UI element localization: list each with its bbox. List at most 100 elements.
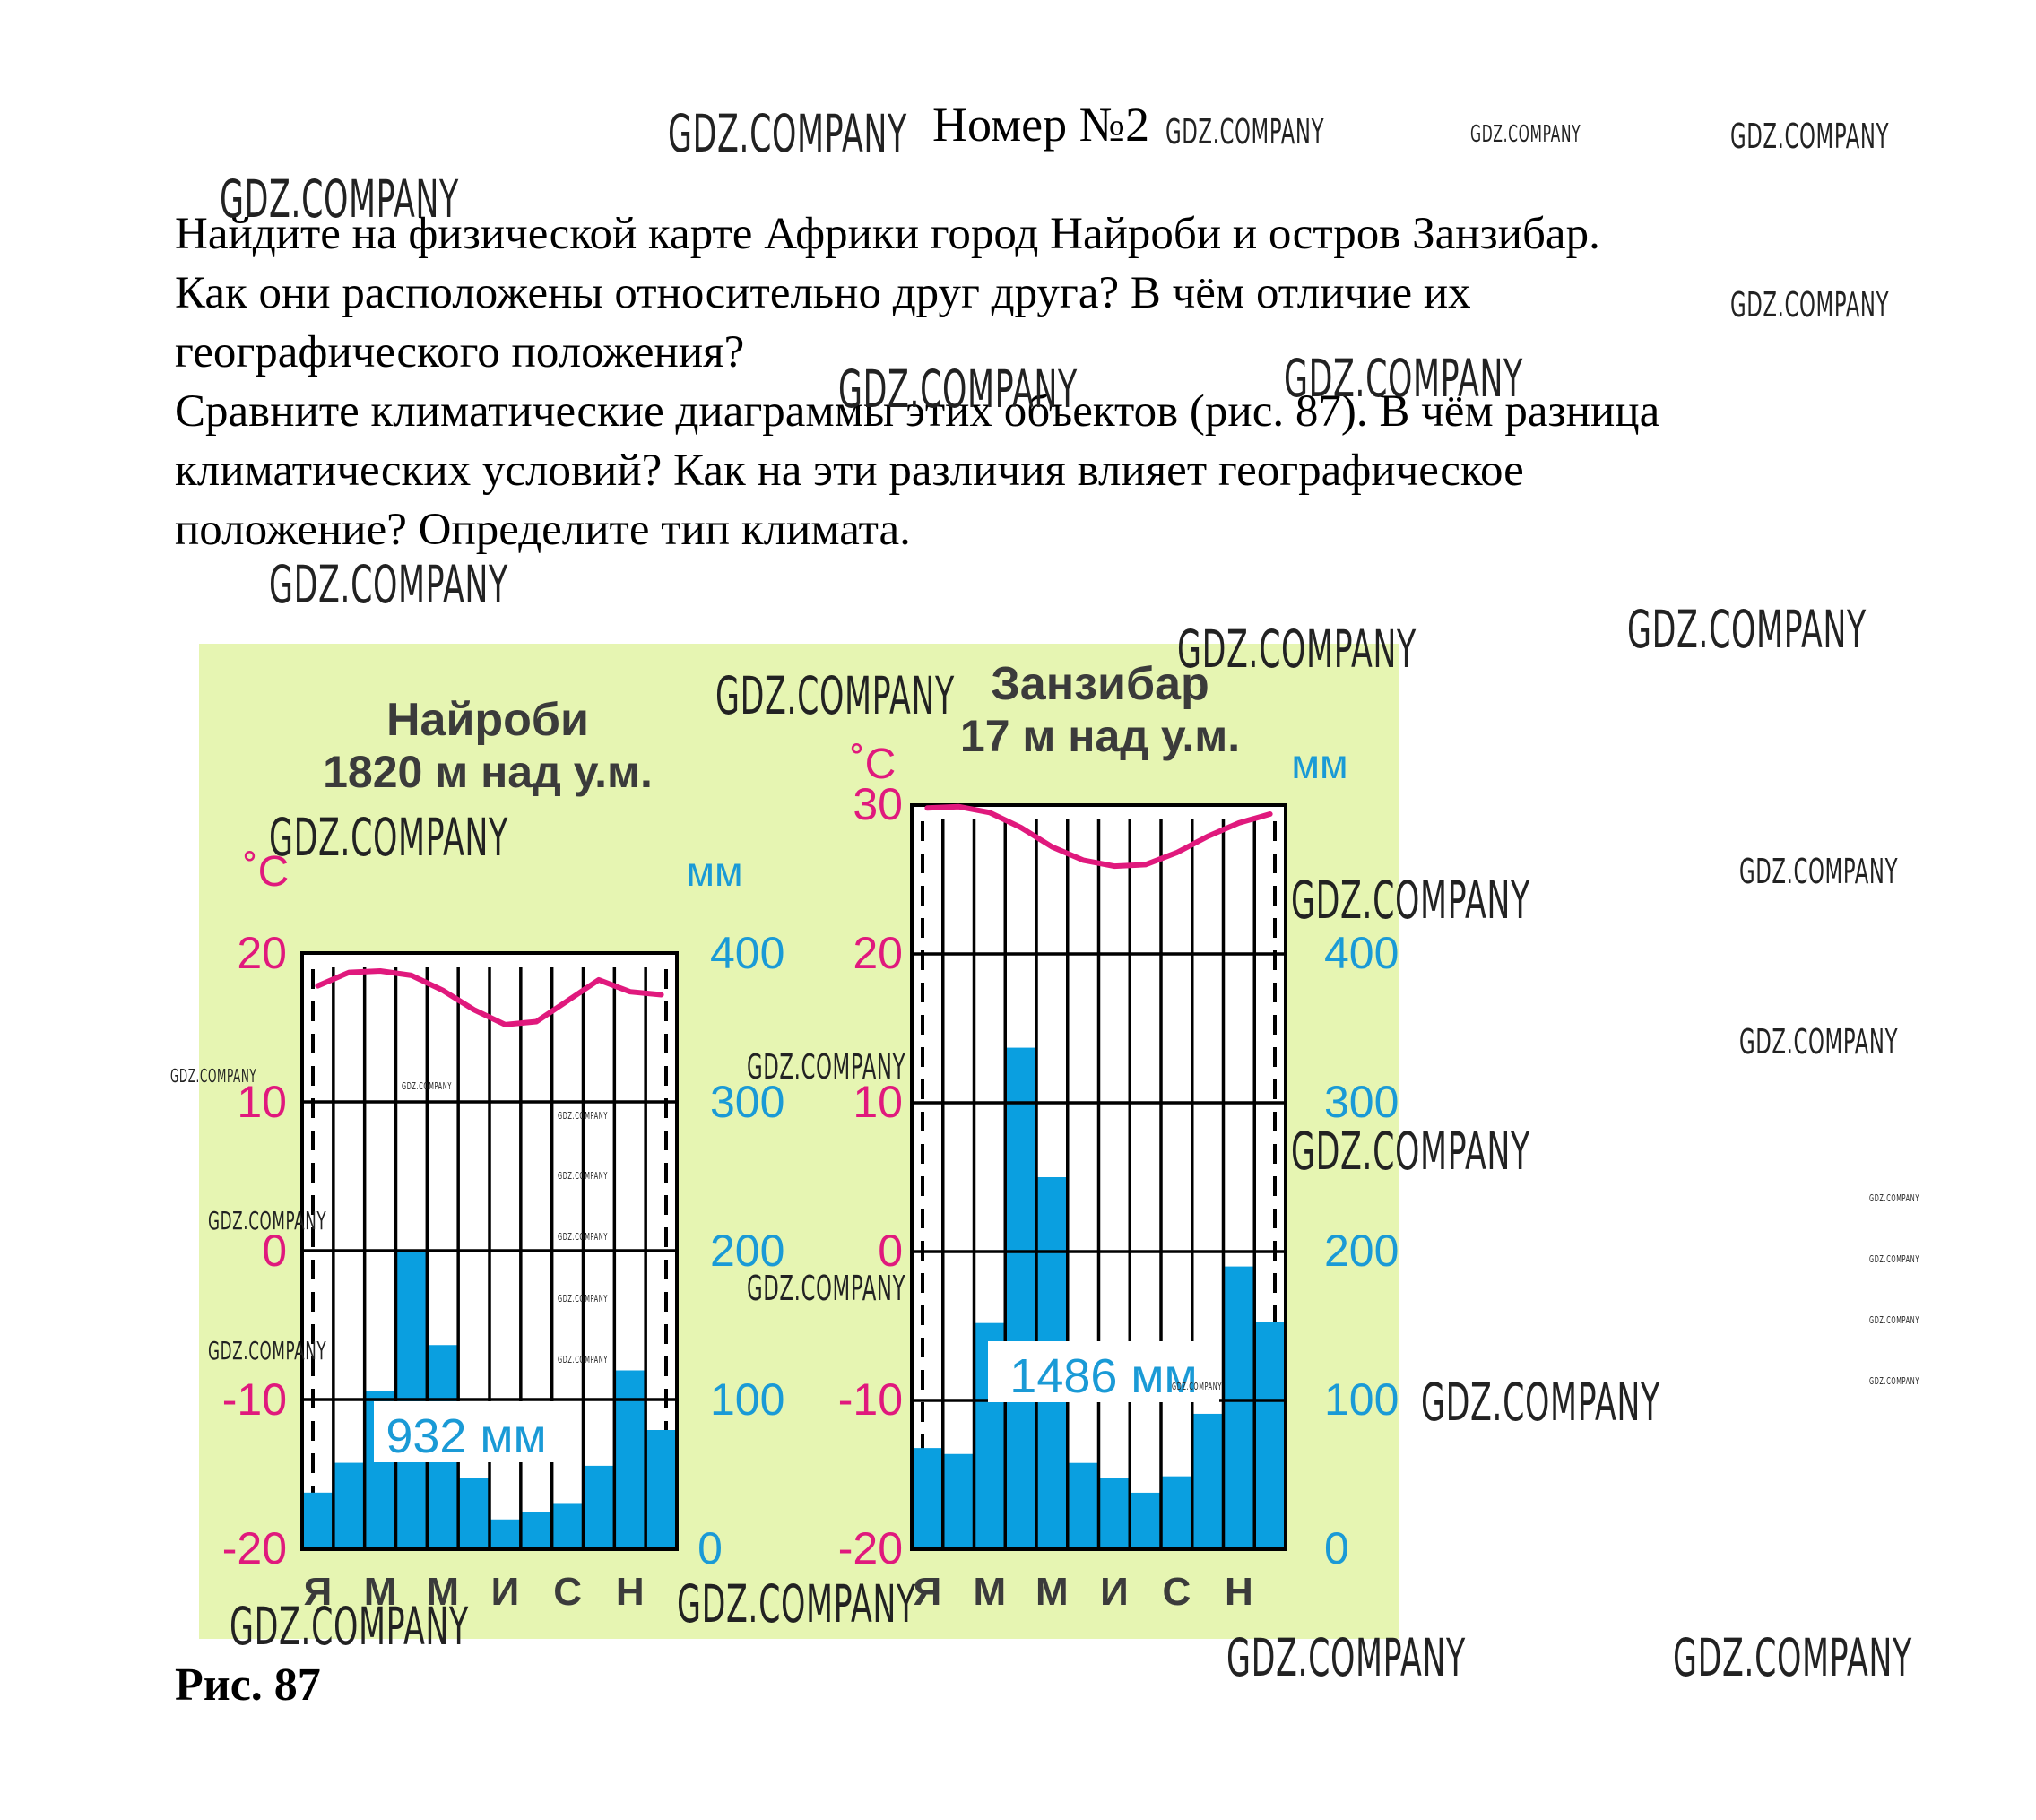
y-left-unit-label: ˚С <box>851 741 897 788</box>
watermark: GDZ.COMPANY <box>1284 348 1523 409</box>
task-line: климатических условий? Как на эти различ… <box>175 446 1524 496</box>
temperature-tick-label: -10 <box>838 1374 903 1425</box>
precipitation-tick-label: 100 <box>1324 1374 1399 1425</box>
watermark: GDZ.COMPANY <box>208 1206 327 1235</box>
task-line: Найдите на физической карте Африки город… <box>175 209 1600 259</box>
month-label: Н <box>1225 1570 1253 1614</box>
watermark: GDZ.COMPANY <box>170 1065 257 1087</box>
watermark: GDZ.COMPANY <box>269 807 508 868</box>
watermark: GDZ.COMPANY <box>558 1170 608 1182</box>
watermark: GDZ.COMPANY <box>558 1110 608 1122</box>
y-right-unit-label: мм <box>1291 741 1347 787</box>
precipitation-tick-label: 200 <box>710 1226 784 1276</box>
temperature-tick-label: 30 <box>853 779 903 829</box>
watermark: GDZ.COMPANY <box>715 665 955 726</box>
precipitation-tick-label: 300 <box>710 1077 784 1127</box>
precipitation-bar <box>333 1462 365 1549</box>
watermark: GDZ.COMPANY <box>838 359 1078 420</box>
figure-caption: Рис. 87 <box>175 1660 321 1711</box>
watermark: GDZ.COMPANY <box>677 1573 916 1634</box>
watermark: GDZ.COMPANY <box>747 1047 906 1087</box>
temperature-tick-label: -10 <box>222 1374 287 1425</box>
precipitation-tick-label: 400 <box>1324 928 1399 978</box>
watermark: GDZ.COMPANY <box>220 169 459 230</box>
precipitation-tick-label: 300 <box>1324 1077 1399 1127</box>
watermark: GDZ.COMPANY <box>230 1596 469 1657</box>
precipitation-bar <box>614 1370 646 1549</box>
precipitation-bar <box>912 1448 943 1549</box>
watermark: GDZ.COMPANY <box>1470 121 1581 148</box>
watermark: GDZ.COMPANY <box>1869 1314 1919 1326</box>
temperature-line <box>924 803 1273 870</box>
total-precipitation-label: 1486 мм <box>1009 1349 1197 1403</box>
precipitation-bar <box>1191 1413 1224 1549</box>
month-label: С <box>1162 1570 1191 1614</box>
watermark: GDZ.COMPANY <box>1627 599 1867 660</box>
precipitation-bar <box>1005 1047 1036 1549</box>
watermark: GDZ.COMPANY <box>208 1336 327 1365</box>
task-line: Сравните климатические диаграммы этих об… <box>175 386 1660 437</box>
total-label-box <box>374 1401 558 1462</box>
precipitation-bar <box>1254 1322 1286 1549</box>
precipitation-bar <box>1161 1476 1192 1549</box>
climate-figure: Найроби 1820 м над у.м. ˚С мм 20 10 0 -10 -20 400… <box>199 644 1399 1639</box>
precipitation-tick-label: 100 <box>710 1374 784 1425</box>
watermark: GDZ.COMPANY <box>1869 1375 1919 1387</box>
temperature-tick-label: 20 <box>237 928 287 978</box>
precipitation-bar <box>302 1492 334 1549</box>
plot-frame <box>300 951 679 1551</box>
total-precipitation-label: 932 мм <box>386 1409 546 1463</box>
precipitation-bar <box>1098 1478 1131 1549</box>
task-text: Найдите на физической карте Африки город… <box>175 204 1950 559</box>
month-label: М <box>364 1570 397 1614</box>
precipitation-bar <box>551 1503 584 1549</box>
plot-frame <box>910 803 1287 1551</box>
month-label: М <box>426 1570 459 1614</box>
month-label: Я <box>914 1570 942 1614</box>
watermark: GDZ.COMPANY <box>1291 1121 1530 1182</box>
chart-subtitle: 17 м над у.м. <box>960 711 1240 761</box>
watermark: GDZ.COMPANY <box>1177 619 1417 680</box>
precipitation-tick-label: 0 <box>1324 1523 1349 1573</box>
watermark: GDZ.COMPANY <box>747 1269 906 1308</box>
month-label: М <box>974 1570 1007 1614</box>
precipitation-bar <box>520 1512 552 1549</box>
watermark: GDZ.COMPANY <box>1226 1627 1466 1688</box>
watermark: GDZ.COMPANY <box>402 1080 452 1092</box>
precipitation-bar <box>645 1430 677 1549</box>
month-label: И <box>491 1570 520 1614</box>
watermark: GDZ.COMPANY <box>269 554 508 615</box>
y-right-unit-label: мм <box>686 848 742 895</box>
temperature-tick-label: 20 <box>853 928 903 978</box>
watermark: GDZ.COMPANY <box>1730 285 1890 325</box>
page-title: Номер №2 <box>932 98 1150 152</box>
temperature-tick-label: -20 <box>222 1523 287 1573</box>
watermark: GDZ.COMPANY <box>1421 1372 1660 1433</box>
chart-title: Найроби <box>386 694 589 746</box>
watermark: GDZ.COMPANY <box>1739 852 1899 891</box>
temperature-tick-label: 10 <box>237 1077 287 1127</box>
precipitation-bar <box>458 1478 490 1549</box>
watermark: GDZ.COMPANY <box>1291 870 1530 931</box>
month-label: С <box>553 1570 582 1614</box>
watermark: GDZ.COMPANY <box>1730 117 1890 156</box>
month-label: И <box>1100 1570 1129 1614</box>
task-line: географического положения? <box>175 327 745 377</box>
temperature-tick-label: 10 <box>853 1077 903 1127</box>
total-label-box <box>988 1341 1219 1402</box>
precipitation-bar <box>1130 1492 1161 1549</box>
watermark: GDZ.COMPANY <box>558 1293 608 1304</box>
precipitation-tick-label: 400 <box>710 928 784 978</box>
precipitation-bar <box>490 1519 521 1549</box>
watermark: GDZ.COMPANY <box>1172 1381 1222 1392</box>
month-label: Я <box>304 1570 333 1614</box>
precipitation-bar <box>1223 1266 1255 1549</box>
precipitation-tick-label: 200 <box>1324 1226 1399 1276</box>
y-left-unit-label: ˚С <box>244 848 290 896</box>
chart-subtitle: 1820 м над у.м. <box>323 747 653 797</box>
watermark: GDZ.COMPANY <box>668 103 907 164</box>
precipitation-tick-label: 0 <box>697 1523 723 1573</box>
precipitation-bar <box>1067 1462 1099 1549</box>
month-label: Н <box>616 1570 645 1614</box>
watermark: GDZ.COMPANY <box>1673 1627 1912 1688</box>
